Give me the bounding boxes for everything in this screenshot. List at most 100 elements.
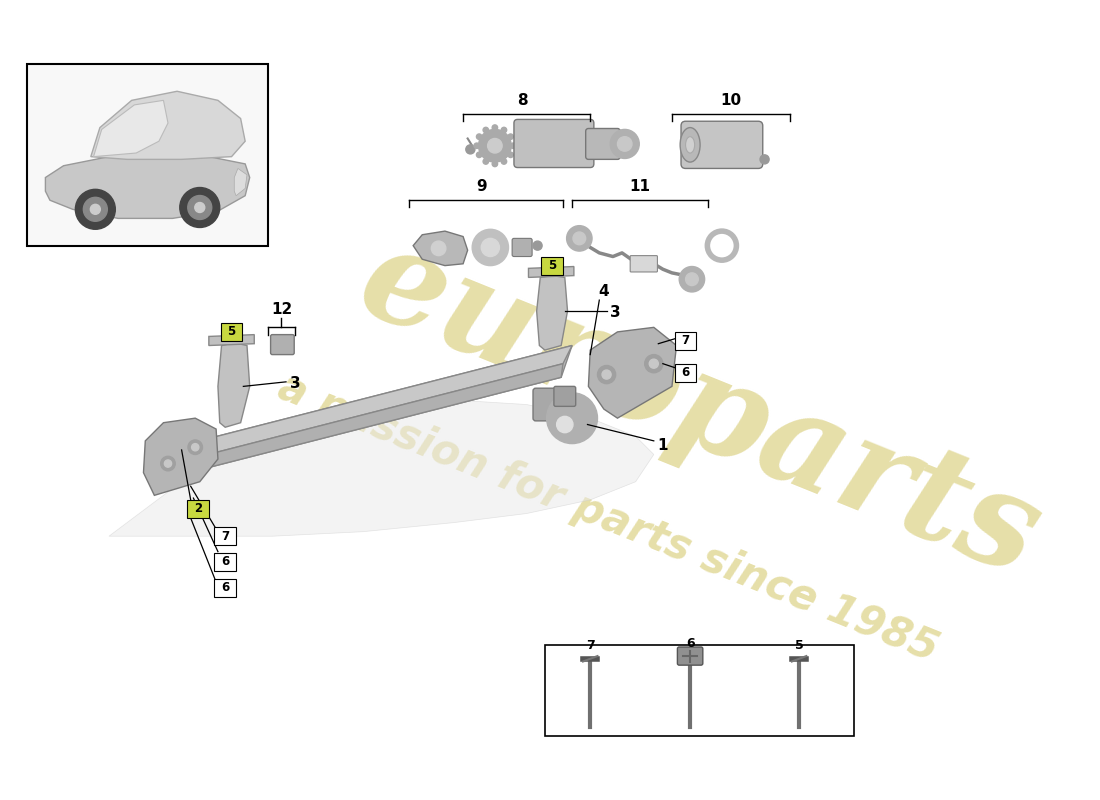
Text: 6: 6 [221, 582, 229, 594]
FancyBboxPatch shape [534, 388, 570, 421]
Circle shape [502, 158, 507, 164]
Polygon shape [234, 169, 248, 196]
Circle shape [195, 202, 205, 213]
Polygon shape [45, 155, 250, 218]
Circle shape [161, 456, 175, 471]
Text: 7: 7 [221, 530, 229, 542]
Circle shape [90, 204, 100, 214]
Circle shape [476, 134, 482, 139]
Polygon shape [91, 91, 245, 159]
Circle shape [557, 416, 573, 433]
FancyBboxPatch shape [271, 334, 294, 354]
Circle shape [760, 155, 769, 164]
Circle shape [547, 393, 597, 443]
Text: 12: 12 [271, 302, 293, 317]
FancyBboxPatch shape [514, 119, 594, 167]
Text: 5: 5 [228, 326, 235, 338]
Circle shape [179, 187, 220, 227]
Circle shape [465, 145, 475, 154]
Circle shape [508, 152, 514, 158]
Text: 10: 10 [720, 93, 741, 108]
Circle shape [191, 443, 199, 451]
Circle shape [679, 266, 705, 292]
Polygon shape [588, 327, 676, 418]
Circle shape [431, 241, 446, 256]
FancyBboxPatch shape [214, 553, 236, 570]
Text: 7: 7 [586, 638, 595, 652]
Ellipse shape [680, 127, 700, 162]
FancyBboxPatch shape [630, 256, 658, 272]
Circle shape [483, 158, 488, 164]
Circle shape [188, 195, 212, 219]
Circle shape [617, 137, 632, 151]
Circle shape [188, 440, 202, 454]
Text: 3: 3 [289, 376, 300, 391]
Circle shape [566, 226, 592, 251]
Circle shape [510, 143, 516, 149]
FancyBboxPatch shape [678, 647, 703, 665]
Circle shape [476, 152, 482, 158]
Text: 6: 6 [685, 637, 694, 650]
Circle shape [164, 460, 172, 467]
Text: 9: 9 [476, 179, 486, 194]
Text: 7: 7 [682, 334, 690, 347]
Bar [544, 645, 854, 736]
Text: europarts: europarts [341, 214, 1057, 604]
Bar [28, 64, 268, 246]
Polygon shape [537, 275, 568, 350]
FancyBboxPatch shape [585, 129, 620, 159]
Polygon shape [109, 400, 653, 536]
Circle shape [685, 273, 698, 286]
Polygon shape [143, 418, 218, 495]
Polygon shape [528, 266, 574, 278]
FancyBboxPatch shape [681, 122, 762, 169]
Circle shape [573, 232, 585, 245]
FancyBboxPatch shape [674, 364, 696, 382]
FancyBboxPatch shape [554, 386, 575, 406]
Circle shape [534, 241, 542, 250]
Circle shape [482, 238, 499, 257]
Polygon shape [173, 346, 572, 463]
Polygon shape [209, 334, 254, 346]
Circle shape [502, 127, 507, 133]
Text: 5: 5 [548, 259, 557, 272]
Text: a passion for parts since 1985: a passion for parts since 1985 [272, 366, 945, 670]
FancyBboxPatch shape [187, 500, 209, 518]
FancyBboxPatch shape [214, 527, 236, 546]
Circle shape [610, 130, 639, 158]
Circle shape [597, 366, 616, 384]
Ellipse shape [685, 137, 695, 153]
Polygon shape [414, 231, 468, 266]
Polygon shape [94, 100, 168, 157]
Text: 5: 5 [794, 638, 803, 652]
Circle shape [492, 125, 497, 130]
Polygon shape [170, 346, 572, 477]
Circle shape [474, 143, 480, 149]
Text: 11: 11 [629, 179, 651, 194]
Text: 3: 3 [610, 306, 621, 320]
Text: 1: 1 [658, 438, 668, 453]
Text: 2: 2 [194, 502, 202, 515]
Circle shape [649, 359, 658, 368]
Polygon shape [218, 342, 250, 427]
FancyBboxPatch shape [541, 257, 563, 274]
Polygon shape [170, 364, 563, 477]
Text: 6: 6 [221, 555, 229, 568]
Text: 6: 6 [681, 366, 690, 379]
FancyBboxPatch shape [513, 238, 532, 257]
FancyBboxPatch shape [221, 323, 242, 341]
Circle shape [602, 370, 612, 379]
Circle shape [487, 138, 502, 153]
Circle shape [76, 190, 116, 230]
Text: 8: 8 [517, 93, 527, 108]
Circle shape [645, 354, 663, 373]
Text: 4: 4 [598, 283, 609, 298]
Circle shape [84, 198, 108, 222]
Circle shape [492, 161, 497, 166]
Circle shape [472, 230, 508, 266]
Circle shape [508, 134, 514, 139]
Circle shape [483, 127, 488, 133]
Circle shape [478, 130, 512, 162]
FancyBboxPatch shape [214, 579, 236, 597]
FancyBboxPatch shape [674, 332, 696, 350]
